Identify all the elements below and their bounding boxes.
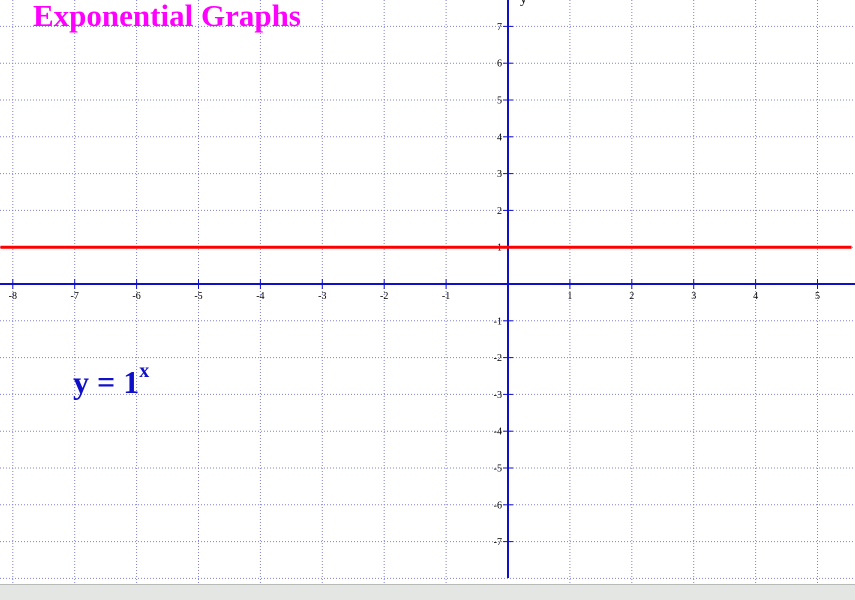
chart-title: Exponential Graphs — [33, 0, 301, 33]
y-tick-label: -4 — [494, 427, 502, 438]
equation-exponent: x — [139, 360, 150, 382]
y-tick-label: 5 — [497, 96, 502, 107]
y-tick-label: 7 — [497, 22, 502, 33]
y-tick-label: -1 — [494, 316, 502, 327]
equation-base: y = 1 — [73, 364, 140, 400]
x-tick-label: -7 — [71, 291, 79, 302]
y-axis-label: y — [520, 0, 527, 7]
x-tick-label: -6 — [132, 291, 140, 302]
x-tick-label: -3 — [318, 291, 326, 302]
y-tick-label: 4 — [497, 132, 502, 143]
x-tick-label: 3 — [691, 291, 696, 302]
y-tick-label: -2 — [494, 353, 502, 364]
x-tick-label: 2 — [629, 291, 634, 302]
x-tick-label: 5 — [815, 291, 820, 302]
chart-plot: y-8-7-6-5-4-3-2-112345-7-6-5-4-3-2-11234… — [0, 0, 855, 585]
x-tick-label: -5 — [194, 291, 202, 302]
x-tick-label: 1 — [567, 291, 572, 302]
equation-label: y = 1x — [73, 360, 149, 401]
y-tick-label: -7 — [494, 537, 502, 548]
y-tick-label: -3 — [494, 390, 502, 401]
status-bar — [0, 584, 855, 600]
y-tick-label: -6 — [494, 500, 502, 511]
x-tick-label: -2 — [380, 291, 388, 302]
x-tick-label: -1 — [442, 291, 450, 302]
x-tick-label: -8 — [9, 291, 17, 302]
y-tick-label: 2 — [497, 206, 502, 217]
y-tick-label: 6 — [497, 59, 502, 70]
y-tick-label: 3 — [497, 169, 502, 180]
x-tick-label: 4 — [753, 291, 758, 302]
y-tick-label: -5 — [494, 464, 502, 475]
x-tick-label: -4 — [256, 291, 264, 302]
